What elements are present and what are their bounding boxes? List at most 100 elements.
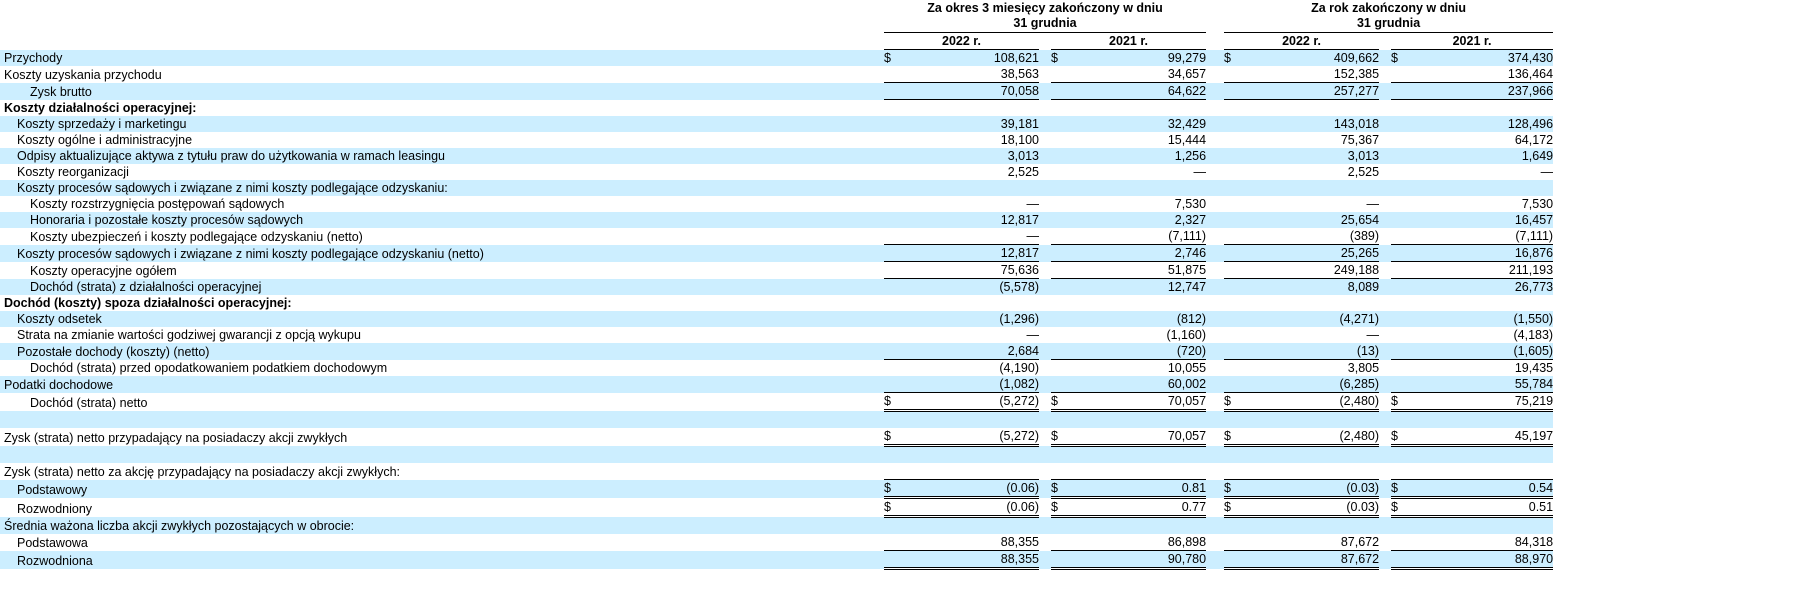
currency-cell-y2021: $ — [1391, 428, 1414, 447]
group-gap — [1206, 497, 1225, 517]
currency-cell-y2021 — [1391, 261, 1414, 279]
period-header-year-line2: 31 grudnia — [1356, 16, 1421, 30]
currency-cell-q2022 — [884, 463, 906, 480]
currency-cell-q2021 — [1051, 116, 1073, 132]
right-margin — [1553, 278, 1799, 295]
table-row: Honoraria i pozostałe koszty procesów są… — [0, 212, 1799, 228]
value-cell-q2021: 86,898 — [1073, 534, 1207, 551]
currency-cell-q2022 — [884, 311, 906, 327]
currency-cell-q2021: $ — [1051, 428, 1073, 447]
value-cell-q2021: 64,622 — [1073, 82, 1207, 100]
value-cell-y2022 — [1246, 180, 1380, 196]
value-cell-y2022 — [1246, 100, 1379, 117]
value-cell-q2021: 0.77 — [1073, 497, 1207, 518]
currency-cell-y2021 — [1391, 66, 1414, 83]
table-row: Podatki dochodowe (1,082) 60,002 (6,285)… — [0, 376, 1799, 393]
currency-cell-y2022 — [1224, 343, 1247, 360]
currency-cell-y2022 — [1224, 148, 1247, 164]
group-gap — [1206, 116, 1225, 132]
row-label: Koszty ogólne i administracyjne — [17, 133, 193, 147]
table-row: Odpisy aktualizujące aktywa z tytułu pra… — [0, 148, 1799, 164]
currency-cell-y2021: $ — [1391, 49, 1414, 66]
currency-cell-q2021 — [1051, 463, 1073, 480]
value-cell-y2022: (389) — [1246, 228, 1380, 245]
table-row: Koszty odsetek (1,296) (812) (4,271) (1,… — [0, 311, 1799, 327]
currency-cell-y2022 — [1224, 295, 1246, 311]
table-row: Koszty ubezpieczeń i koszty podlegające … — [0, 228, 1799, 245]
currency-cell-q2022 — [884, 550, 906, 570]
value-cell-y2022 — [1246, 445, 1380, 463]
table-row: Zysk brutto 70,058 64,622 257,277 237,96… — [0, 82, 1799, 100]
currency-cell-y2021 — [1391, 327, 1413, 343]
row-label: Średnia ważona liczba akcji zwykłych poz… — [0, 516, 884, 534]
table-row: Koszty ogólne i administracyjne 18,100 1… — [0, 132, 1799, 148]
value-cell-q2021 — [1073, 295, 1206, 311]
group-gap — [1206, 410, 1225, 428]
currency-cell-y2022 — [1224, 463, 1246, 480]
group-gap — [1206, 392, 1225, 411]
currency-cell-y2021 — [1391, 82, 1414, 100]
currency-cell-q2021 — [1051, 376, 1073, 393]
currency-cell-y2021 — [1391, 311, 1414, 327]
value-cell-y2022: (2,480) — [1246, 428, 1380, 447]
value-cell-y2022: 8,089 — [1246, 278, 1380, 295]
column-gap — [1039, 66, 1051, 83]
column-gap — [1039, 516, 1051, 534]
right-margin — [1553, 228, 1799, 245]
table-row: Przychody $ 108,621 $ 99,279 $ 409,662 $… — [0, 49, 1799, 66]
row-label: Odpisy aktualizujące aktywa z tytułu pra… — [0, 148, 884, 164]
currency-cell-q2021 — [1051, 311, 1073, 327]
row-label: Zysk (strata) netto przypadający na posi… — [4, 430, 348, 445]
currency-cell-y2022: $ — [1224, 49, 1247, 66]
table-row: Rozwodniona 88,355 90,780 87,672 88,970 — [0, 550, 1799, 570]
currency-cell-q2021: $ — [1051, 392, 1073, 412]
right-margin — [1553, 497, 1799, 517]
column-gap — [1379, 66, 1392, 83]
column-gap — [1039, 196, 1051, 212]
column-gap — [1379, 32, 1392, 50]
currency-cell-y2022 — [1224, 100, 1246, 117]
row-label: Zysk (strata) netto za akcję przypadając… — [4, 464, 400, 479]
currency-cell-q2021 — [1051, 148, 1073, 164]
value-cell-q2021: 15,444 — [1167, 133, 1207, 147]
currency-cell-q2021 — [1051, 360, 1073, 377]
row-label: Zysk brutto — [0, 82, 884, 100]
currency-cell-q2021 — [1051, 534, 1073, 551]
column-gap — [1379, 82, 1392, 100]
value-cell-y2021: 136,464 — [1413, 66, 1554, 83]
column-gap — [1379, 479, 1392, 498]
value-cell-y2021: 16,876 — [1413, 244, 1554, 262]
column-gap — [1039, 180, 1051, 196]
column-gap — [1379, 445, 1392, 463]
right-margin — [1553, 550, 1799, 569]
value-cell-q2022: 88,355 — [906, 550, 1039, 570]
year-header-y2021: 2021 r. — [1391, 32, 1554, 50]
group-gap — [1206, 311, 1225, 327]
right-margin — [1553, 516, 1799, 534]
value-cell-y2021: 1,649 — [1413, 148, 1554, 164]
currency-cell-q2021: $ — [1051, 49, 1073, 66]
currency-cell-y2022 — [1224, 516, 1247, 534]
right-margin — [1553, 327, 1799, 343]
table-row: Podstawowa 88,355 86,898 87,672 84,318 — [0, 534, 1799, 551]
value-cell-q2021 — [1073, 180, 1207, 196]
value-cell-y2021: 128,496 — [1413, 116, 1554, 132]
currency-cell-q2022 — [884, 327, 906, 343]
currency-cell-y2021 — [1391, 148, 1414, 164]
value-cell-q2021: 32,429 — [1073, 116, 1207, 132]
currency-cell-y2021 — [1391, 343, 1414, 360]
row-label: Dochód (koszty) spoza działalności opera… — [4, 296, 292, 310]
value-cell-q2022: — — [1026, 197, 1040, 211]
column-gap — [1039, 228, 1051, 245]
value-cell-y2022: 25,654 — [1246, 212, 1380, 228]
value-cell-q2022: 2,525 — [1007, 165, 1039, 179]
currency-cell-q2022: $ — [884, 49, 906, 66]
value-cell-y2021: 75,219 — [1413, 392, 1554, 412]
value-cell-y2022: (13) — [1246, 343, 1380, 360]
currency-cell-y2021 — [1391, 445, 1414, 463]
currency-cell-y2021 — [1391, 180, 1414, 196]
row-label: Pozostałe dochody (koszty) (netto) — [0, 343, 884, 360]
column-gap — [1379, 116, 1392, 132]
currency-cell-y2022: $ — [1224, 479, 1247, 499]
value-cell-q2021 — [1073, 410, 1207, 428]
